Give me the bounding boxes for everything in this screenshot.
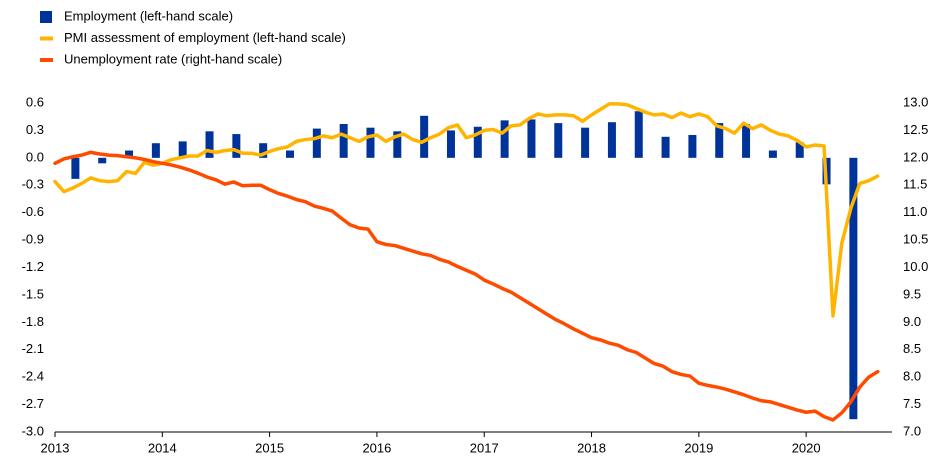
- bar: [312, 128, 321, 158]
- legend-label: Employment (left-hand scale): [64, 8, 233, 23]
- x-tick-label: 2016: [362, 440, 391, 455]
- y2-tick-label: 13.0: [903, 94, 928, 109]
- bar: [339, 124, 348, 158]
- line: [53, 150, 880, 422]
- y2-tick-label: 8.0: [903, 369, 921, 384]
- bar: [98, 157, 107, 164]
- x-tick-label: 2020: [792, 440, 821, 455]
- legend-swatch: [40, 11, 52, 23]
- y2-tick-label: 8.5: [903, 341, 921, 356]
- y2-tick-label: 7.0: [903, 423, 921, 438]
- x-tick-label: 2019: [684, 440, 713, 455]
- y2-tick-label: 12.5: [903, 122, 928, 137]
- y2-tick-label: 11.0: [903, 204, 927, 219]
- y-tick-label: -1.8: [22, 314, 44, 329]
- bar: [500, 120, 509, 158]
- y-tick-label: -3.0: [22, 423, 44, 438]
- y-tick-label: -0.9: [22, 232, 44, 247]
- bar: [473, 126, 482, 158]
- line: [53, 102, 880, 318]
- bar: [607, 122, 616, 158]
- bar: [661, 136, 670, 158]
- y-tick-label: -2.4: [22, 369, 44, 384]
- bar: [742, 124, 751, 158]
- bar: [393, 131, 402, 158]
- bar: [151, 143, 160, 158]
- bar: [768, 150, 777, 158]
- bar: [71, 157, 80, 179]
- x-tick-label: 2013: [41, 440, 70, 455]
- bar: [795, 142, 804, 158]
- bar: [527, 119, 536, 158]
- y-tick-label: 0.6: [26, 94, 44, 109]
- x-tick-label: 2018: [577, 440, 606, 455]
- x-tick-label: 2017: [470, 440, 499, 455]
- bar: [581, 127, 590, 158]
- bar: [688, 134, 697, 158]
- x-tick-label: 2015: [255, 440, 284, 455]
- bar: [259, 143, 268, 158]
- legend-label: PMI assessment of employment (left-hand …: [64, 30, 346, 45]
- y-tick-label: -0.6: [22, 204, 44, 219]
- y2-tick-label: 10.5: [903, 232, 928, 247]
- y-tick-label: -2.7: [22, 396, 44, 411]
- y-tick-label: -1.2: [22, 259, 44, 274]
- bar: [232, 134, 241, 158]
- legend-label: Unemployment rate (right-hand scale): [64, 51, 282, 66]
- y2-tick-label: 7.5: [903, 396, 921, 411]
- bar: [446, 130, 455, 158]
- bar: [125, 150, 134, 158]
- y-tick-label: -2.1: [22, 341, 44, 356]
- y2-tick-label: 12.0: [903, 149, 928, 164]
- y-tick-label: -0.3: [22, 177, 44, 192]
- x-tick-label: 2014: [148, 440, 177, 455]
- y2-tick-label: 9.5: [903, 286, 921, 301]
- bar: [286, 150, 295, 158]
- bar: [178, 141, 187, 158]
- bar: [205, 131, 214, 158]
- bar: [366, 127, 375, 158]
- bar: [715, 123, 724, 158]
- bar: [634, 111, 643, 158]
- bar: [554, 123, 563, 158]
- y2-tick-label: 10.0: [903, 259, 928, 274]
- y-tick-label: -1.5: [22, 286, 44, 301]
- y-tick-label: 0.3: [26, 122, 44, 137]
- y2-tick-label: 11.5: [903, 177, 927, 192]
- bar: [420, 115, 429, 158]
- bar: [849, 157, 858, 420]
- y2-tick-label: 9.0: [903, 314, 921, 329]
- y-tick-label: 0.0: [26, 149, 44, 164]
